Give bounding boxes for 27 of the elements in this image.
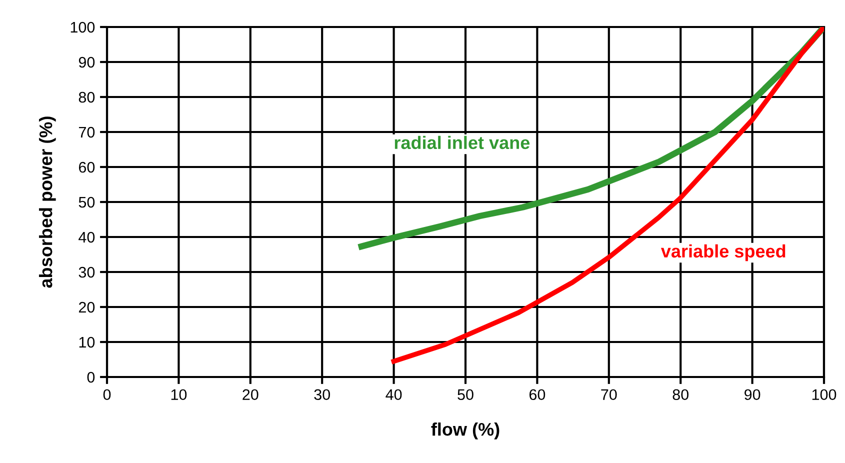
y-tick-label: 10 bbox=[79, 336, 95, 348]
y-tick-label: 90 bbox=[78, 56, 95, 68]
y-tick-label: 40 bbox=[78, 232, 95, 243]
y-tick-label: 20 bbox=[78, 302, 95, 313]
x-tick-label: 40 bbox=[386, 389, 402, 400]
y-tick-label: 70 bbox=[78, 126, 95, 138]
y-tick-label: 0 bbox=[87, 372, 95, 383]
x-tick-label: 90 bbox=[744, 389, 760, 400]
x-tick-label: 50 bbox=[458, 389, 474, 400]
line-series bbox=[391, 27, 824, 364]
x-tick-label: 10 bbox=[171, 389, 187, 400]
y-tick-label: 50 bbox=[78, 196, 95, 208]
x-tick-label: 80 bbox=[672, 389, 688, 400]
x-axis-title: flow (%) bbox=[431, 422, 500, 440]
x-tick-label: 0 bbox=[103, 389, 111, 400]
y-tick-label: 80 bbox=[78, 92, 95, 103]
y-tick-label: 60 bbox=[78, 162, 95, 173]
text: radial inlet vane bbox=[394, 136, 530, 150]
y-tick-label: 30 bbox=[78, 266, 95, 278]
y-axis-title: absorbed power (%) bbox=[38, 116, 56, 288]
series-label: variable speed bbox=[660, 244, 786, 262]
y-tick-label: 100 bbox=[70, 22, 95, 33]
x-tick-label: 20 bbox=[242, 389, 258, 400]
x-tick-label: 60 bbox=[529, 389, 546, 400]
x-tick-label: 30 bbox=[314, 389, 330, 400]
x-tick-label: 70 bbox=[601, 389, 617, 400]
x-tick-label: 100 bbox=[812, 389, 836, 400]
